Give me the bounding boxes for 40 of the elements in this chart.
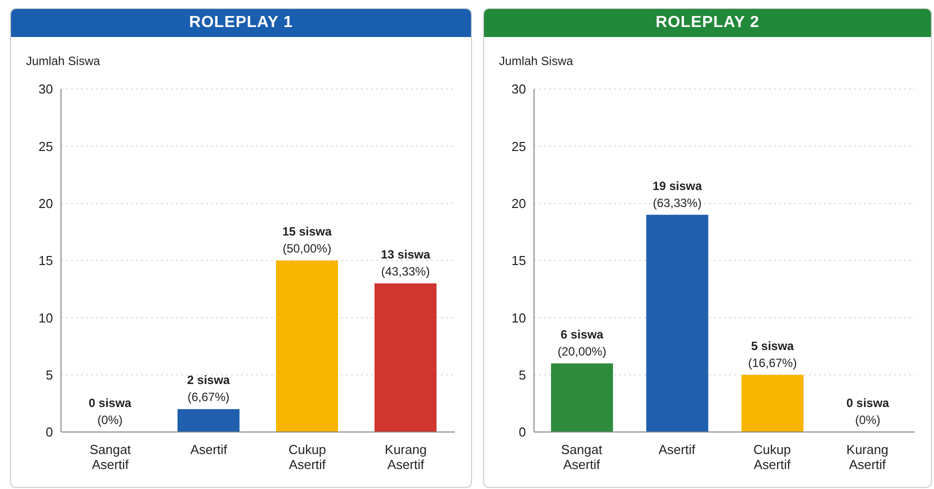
x-tick-label: Sangat Asertif — [561, 442, 603, 472]
x-tick-label: Cukup Asertif — [753, 442, 791, 472]
chart-title: ROLEPLAY 1 — [11, 9, 471, 37]
data-label: 0 siswa (0%) — [846, 396, 890, 427]
bar — [646, 214, 708, 432]
y-tick-label: 0 — [518, 424, 526, 440]
bar — [374, 283, 436, 432]
bar — [276, 260, 338, 432]
y-tick-label: 15 — [38, 253, 53, 268]
y-tick-label: 20 — [512, 196, 526, 211]
data-label: 0 siswa (0%) — [88, 396, 132, 427]
y-tick-label: 15 — [512, 253, 526, 268]
bar — [551, 363, 613, 432]
y-tick-label: 25 — [512, 138, 526, 154]
bar — [178, 409, 240, 432]
y-axis-title: Jumlah Siswa — [26, 54, 100, 68]
data-label: 13 siswa (43,33%) — [380, 247, 431, 278]
data-label: 19 siswa (63,33%) — [652, 178, 702, 210]
data-label: 15 siswa (50,00%) — [282, 224, 332, 256]
x-tick-label: Kurang Asertif — [384, 442, 427, 472]
x-tick-label: Sangat Asertif — [90, 442, 132, 472]
data-label: 6 siswa (20,00%) — [558, 327, 606, 358]
chart-title: ROLEPLAY 2 — [484, 9, 931, 37]
x-tick-label: Kurang Asertif — [846, 442, 888, 472]
y-tick-label: 10 — [38, 310, 53, 326]
y-tick-label: 30 — [512, 82, 526, 97]
y-tick-label: 25 — [38, 138, 53, 154]
y-tick-label: 0 — [46, 424, 53, 440]
y-tick-label: 10 — [512, 310, 526, 326]
y-tick-label: 5 — [46, 367, 53, 382]
data-label: 5 siswa (16,67%) — [748, 338, 797, 370]
y-tick-label: 5 — [518, 367, 526, 382]
y-tick-label: 30 — [38, 82, 53, 97]
x-tick-label: Asertif — [658, 442, 696, 457]
x-tick-label: Cukup Asertif — [288, 442, 326, 472]
y-tick-label: 20 — [38, 196, 53, 211]
x-tick-label: Asertif — [190, 442, 228, 457]
bar — [742, 374, 804, 432]
data-label: 2 siswa (6,67%) — [187, 373, 230, 404]
y-axis-title: Jumlah Siswa — [499, 54, 574, 68]
